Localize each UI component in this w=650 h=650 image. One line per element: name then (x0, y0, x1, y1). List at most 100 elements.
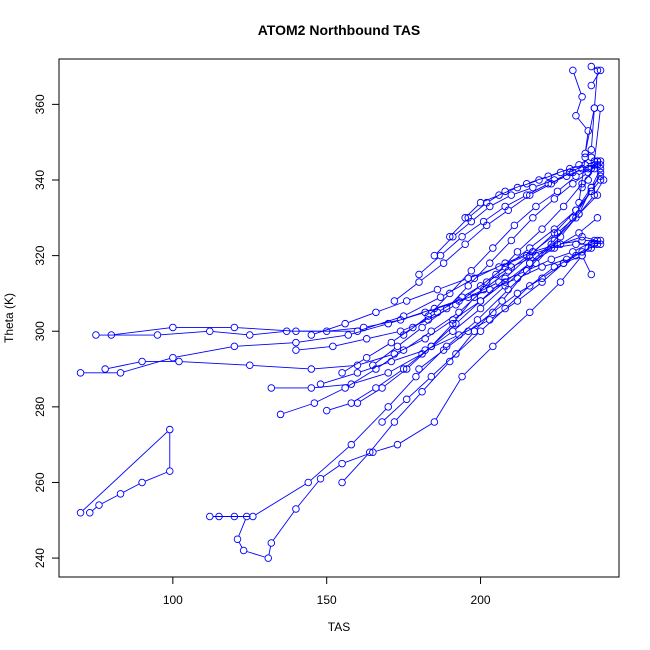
series-segment (461, 290, 487, 301)
data-point (86, 508, 94, 517)
data-point (249, 512, 257, 521)
series-segment (595, 182, 603, 193)
data-point (341, 384, 349, 392)
series-segment (583, 258, 591, 272)
series-segment (455, 310, 479, 330)
data-point (399, 331, 408, 339)
data-point (372, 308, 380, 317)
series-segment (585, 111, 595, 151)
series-segment (458, 333, 479, 353)
series-segment (575, 174, 586, 183)
series-segment (577, 190, 590, 208)
series-segment (581, 219, 596, 232)
series-segment (513, 219, 531, 239)
series-segment (160, 331, 207, 336)
series-segment (538, 192, 556, 205)
data-point (470, 293, 479, 301)
data-point (572, 111, 580, 120)
series-segment (562, 257, 581, 280)
data-point (347, 399, 356, 407)
data-point (526, 259, 534, 267)
data-point (292, 327, 300, 335)
series-segment (470, 204, 485, 217)
data-point (436, 293, 445, 301)
series-segment (299, 335, 346, 343)
series-segment (556, 212, 574, 228)
series-segment (559, 215, 577, 232)
data-point (267, 384, 276, 392)
data-point (559, 202, 568, 211)
data-point (233, 535, 242, 543)
data-point (393, 342, 402, 351)
series-segment (351, 324, 386, 335)
data-point (409, 323, 417, 332)
data-point (138, 478, 146, 487)
series-segment (114, 327, 170, 336)
data-point (449, 327, 457, 335)
series-segment (482, 287, 504, 307)
x-tick-label: 150 (317, 593, 337, 607)
series-segment (451, 272, 470, 292)
data-point (107, 331, 116, 339)
series-segment (584, 245, 595, 251)
data-point (116, 490, 125, 498)
series-segment (583, 182, 587, 186)
series-segment (344, 359, 365, 372)
data-point (458, 232, 466, 241)
series-segment (532, 249, 552, 262)
x-tick-label: 100 (163, 593, 183, 607)
series-segment (369, 343, 389, 357)
data-point (587, 81, 596, 90)
data-point (316, 474, 325, 483)
data-point (393, 440, 402, 449)
series-segment (268, 546, 272, 555)
series-segment (529, 184, 546, 194)
data-point (452, 350, 460, 358)
data-point (550, 195, 559, 203)
series-segment (485, 272, 506, 288)
series-segment (310, 446, 350, 481)
data-point (553, 187, 562, 196)
series-segment (464, 283, 485, 296)
data-point (455, 308, 463, 317)
series-segment (436, 238, 451, 254)
series-segment (403, 320, 426, 331)
data-point (593, 240, 602, 249)
series (575, 104, 605, 207)
data-point (341, 319, 349, 328)
data-point (467, 266, 476, 275)
series-segment (594, 111, 601, 158)
series-segment (390, 378, 415, 405)
series-segment (489, 268, 509, 281)
data-point (550, 176, 559, 184)
data-point (76, 508, 85, 517)
series-segment (577, 117, 587, 129)
series-segment (508, 184, 524, 191)
x-axis-label: TAS (328, 620, 350, 634)
data-point (578, 93, 586, 101)
series-segment (348, 313, 373, 323)
series-segment (433, 325, 451, 345)
series (206, 240, 596, 562)
data-point (353, 327, 362, 335)
data-point (362, 335, 371, 343)
data-point (338, 459, 346, 468)
series-segment (529, 176, 546, 184)
series (292, 176, 605, 354)
data-point (307, 331, 316, 339)
data-point (566, 164, 574, 173)
data-point (276, 410, 285, 419)
data-point (433, 285, 442, 294)
series-segment (445, 246, 463, 262)
data-point (572, 206, 580, 214)
data-point (166, 425, 174, 434)
series-segment (532, 268, 553, 285)
data-point (92, 331, 100, 339)
series-segment (451, 333, 473, 360)
series-segment (482, 283, 503, 300)
series-segment (317, 389, 343, 403)
series-segment (442, 238, 460, 254)
series-segment (144, 471, 167, 482)
series-segment (406, 298, 438, 316)
data-point (559, 259, 568, 267)
